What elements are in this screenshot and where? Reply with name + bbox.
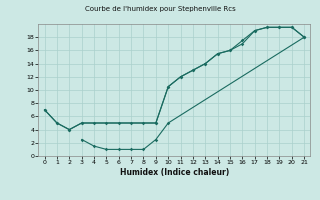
X-axis label: Humidex (Indice chaleur): Humidex (Indice chaleur) — [120, 168, 229, 177]
Text: Courbe de l'humidex pour Stephenville Rcs: Courbe de l'humidex pour Stephenville Rc… — [84, 6, 236, 12]
